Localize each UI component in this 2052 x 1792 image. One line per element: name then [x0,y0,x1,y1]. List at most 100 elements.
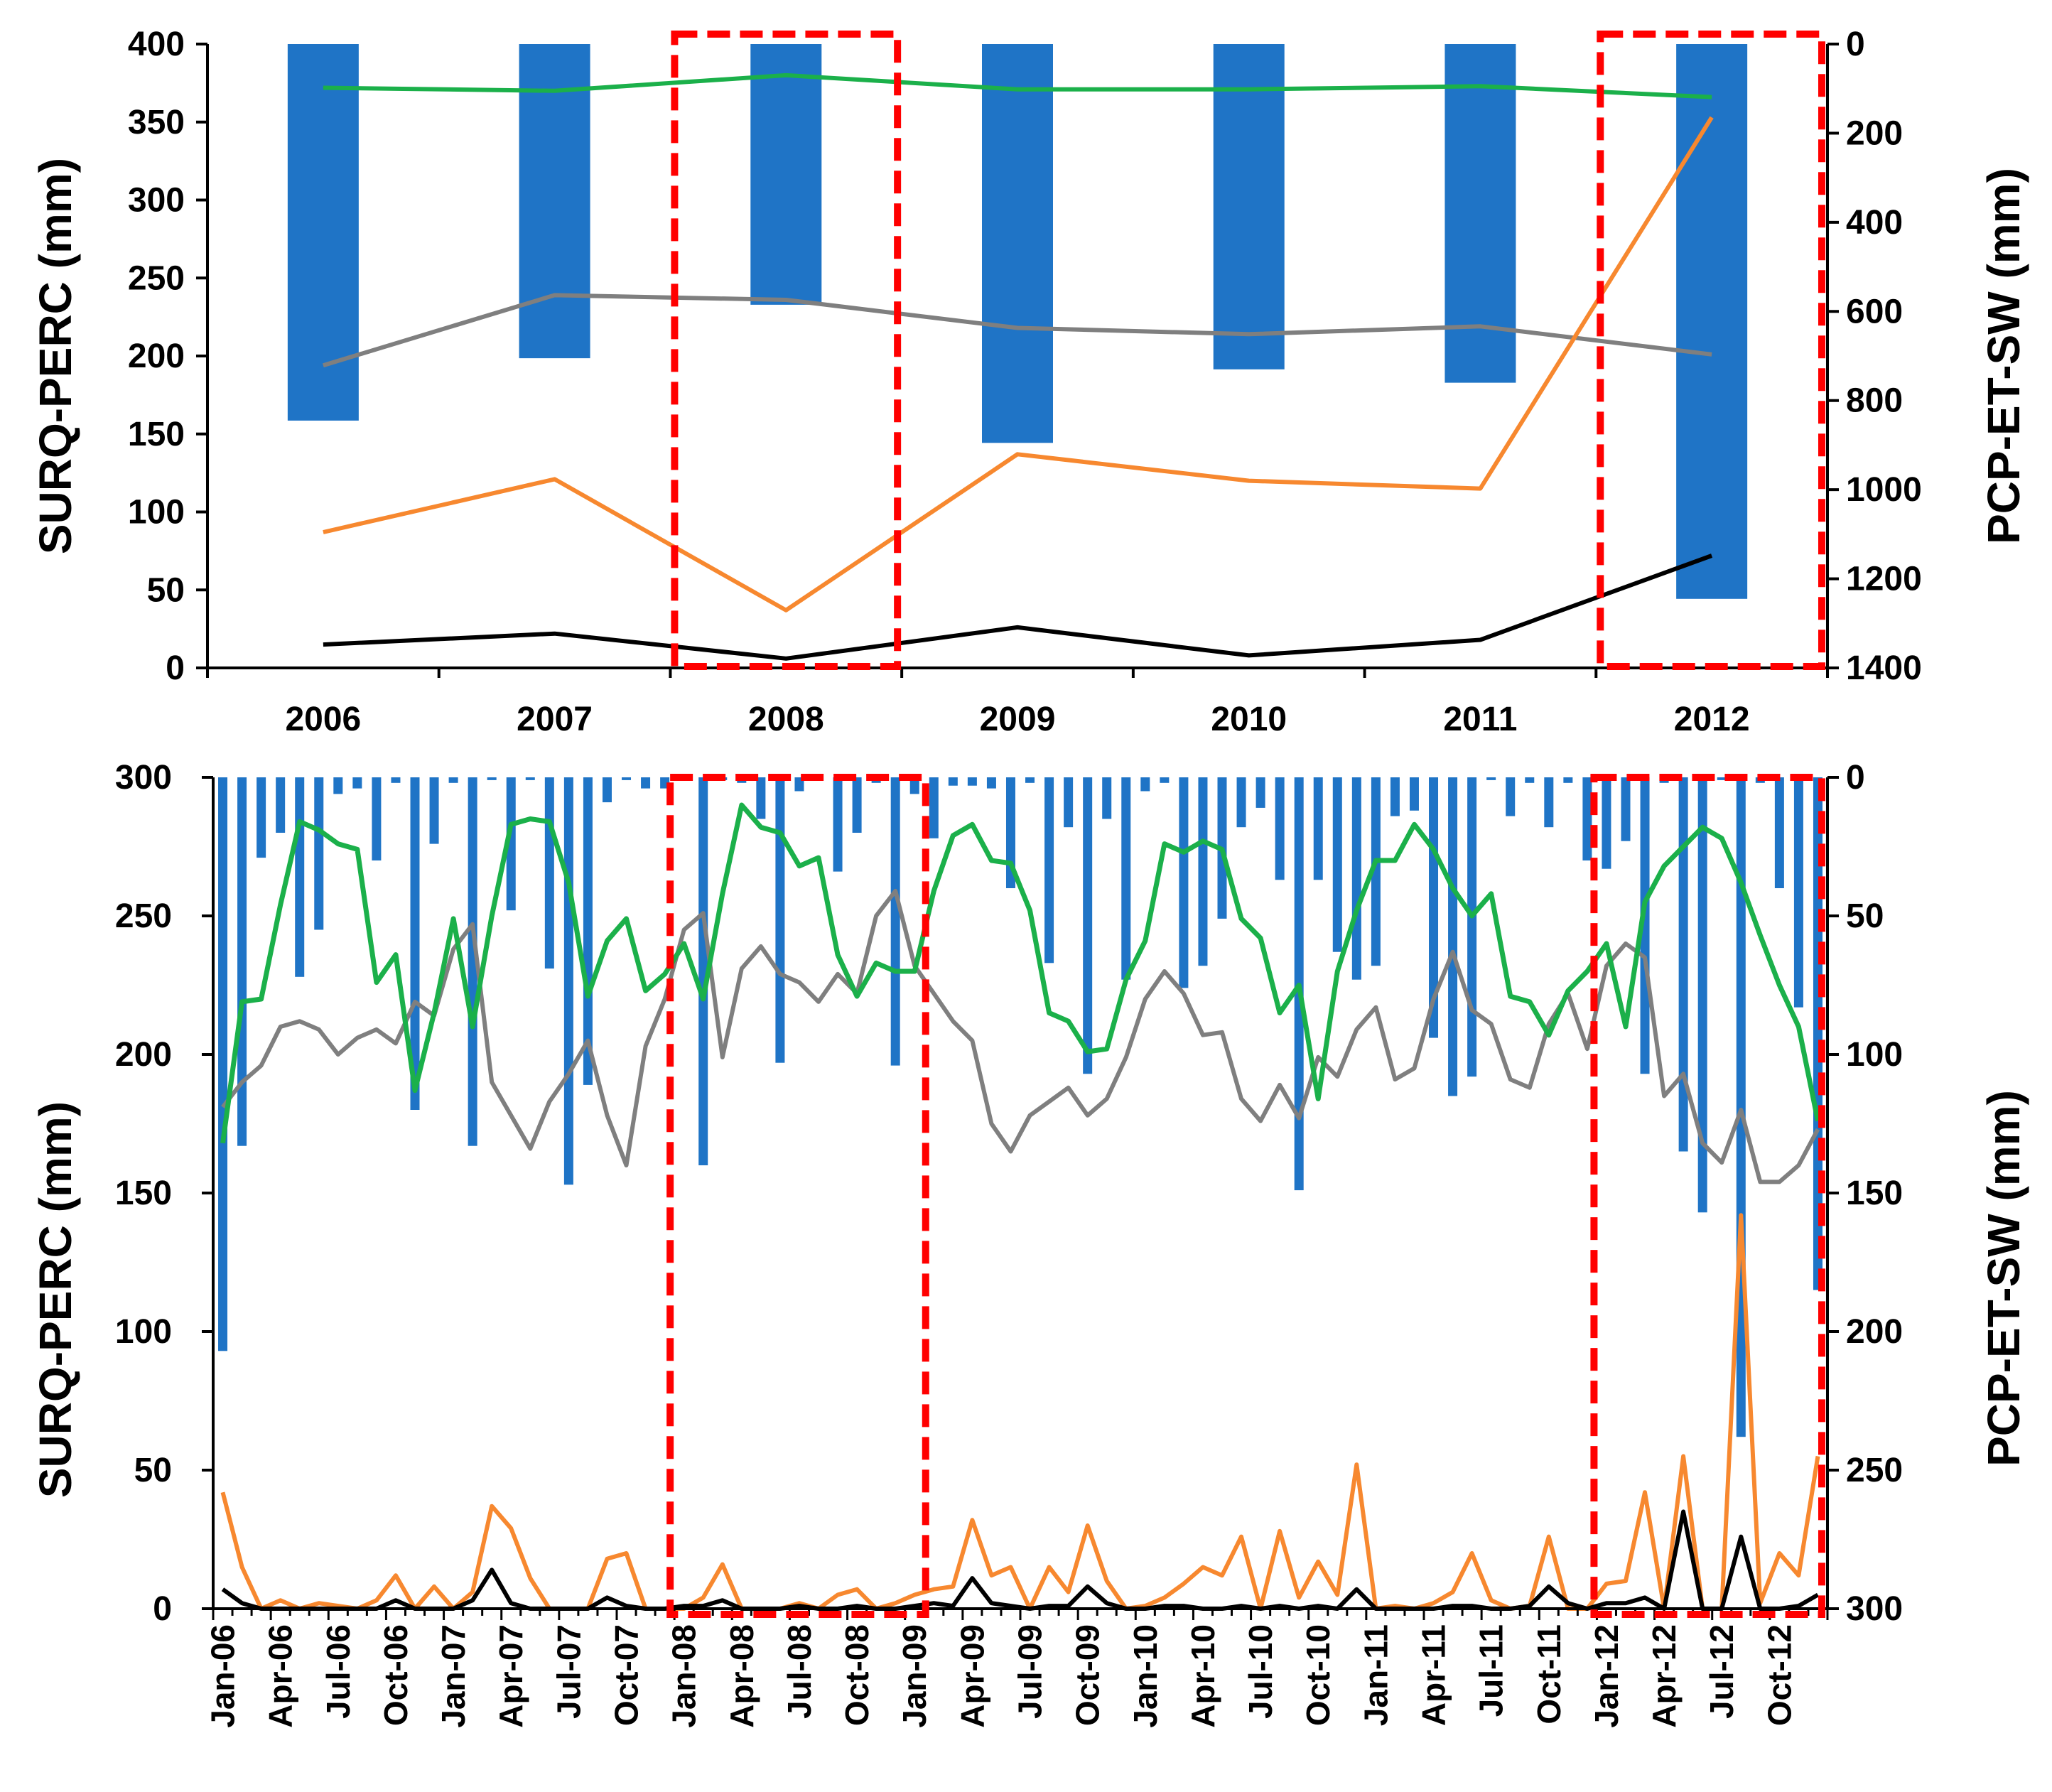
monthly-bar [218,777,228,1351]
monthly-bar [1179,777,1189,988]
monthly-bar [391,777,401,783]
x-tick-label: Apr-11 [1415,1624,1452,1726]
series-line-black [323,554,1713,661]
monthly-bar [237,777,247,1146]
left-tick-label: 350 [128,104,185,141]
monthly-bar [1140,777,1150,792]
right-tick-label: 400 [1846,204,1903,242]
x-tick-label-2011: 2011 [1443,701,1517,738]
monthly-bar [1160,777,1170,783]
x-tick-label: Oct-09 [1069,1624,1106,1726]
series-line-black [221,1509,1819,1611]
x-tick-label: Jul-12 [1703,1624,1740,1719]
x-tick-label: Jan-12 [1588,1624,1625,1728]
monthly-bar [602,777,612,803]
x-tick-label: Oct-08 [838,1624,875,1726]
monthly-bar [1083,777,1093,1074]
monthly-bar [1678,777,1688,1152]
annual-bar-2007 [519,44,590,359]
monthly-bar [1602,777,1611,869]
monthly-bar [833,777,843,872]
x-tick-label: Oct-10 [1300,1624,1336,1726]
x-tick-label: Jul-06 [320,1624,357,1719]
monthly-bar [1256,777,1265,808]
x-tick-label: Jul-11 [1473,1624,1510,1717]
monthly-bar [1621,777,1631,841]
monthly-bar [544,777,554,969]
right-tick-label: 150 [1846,1175,1903,1212]
monthly-bar [1332,777,1342,952]
right-tick-label: 200 [1846,1313,1903,1351]
monthly-bar [1390,777,1400,816]
monthly-bar [1640,777,1650,1074]
monthly-bar [468,777,477,1146]
monthly-bar [583,777,593,1085]
x-tick-label: Jul-10 [1242,1624,1279,1719]
x-tick-label: Apr-07 [492,1624,529,1728]
monthly-bar [852,777,862,833]
x-tick-label: Jan-06 [205,1624,242,1728]
monthly-bar [948,777,958,786]
x-tick-label: Oct-12 [1761,1624,1798,1726]
y-axis-title: SURQ-PERC (mm) [30,158,81,554]
annual-bar-2011 [1444,44,1516,383]
monthly-bar [1793,777,1803,1008]
right-tick-label: 600 [1846,293,1903,330]
left-tick-label: 50 [147,571,185,609]
x-tick-label: Jul-08 [781,1624,818,1719]
monthly-bar [276,777,286,833]
monthly-bar [256,777,266,858]
monthly-bar [525,777,535,780]
left-tick-label: 150 [115,1175,172,1212]
x-tick-label: Oct-11 [1530,1624,1567,1724]
monthly-bar [429,777,439,844]
monthly-bar [372,777,382,860]
left-tick-label: 300 [128,182,185,220]
monthly-bar [1064,777,1074,828]
x-tick-label-2012: 2012 [1674,701,1750,738]
monthly-bar [1697,777,1707,1213]
left-tick-label: 200 [115,1036,172,1074]
monthly-bar [1409,777,1419,811]
monthly-bar [1198,777,1208,966]
monthly-bar [890,777,900,1066]
monthly-bar [1351,777,1361,980]
x-tick-label: Apr-06 [262,1624,299,1728]
monthly-bar [698,777,708,1165]
monthly-bar [986,777,996,789]
left-tick-label: 0 [166,649,185,687]
left-tick-label: 400 [128,26,185,63]
monthly-bar [314,777,324,930]
monthly-bar [756,777,766,819]
monthly-bar [295,777,305,977]
monthly-bar [929,777,939,838]
monthly-bar [563,777,573,1185]
right-tick-label: 200 [1846,114,1903,152]
left-tick-label: 0 [153,1590,172,1628]
monthly-bar [1717,777,1727,780]
x-tick-label: Jul-09 [1012,1624,1049,1719]
x-tick-label: Jan-11 [1357,1624,1394,1726]
annual-bar-2010 [1213,44,1285,369]
series-line-green [220,802,1820,1144]
monthly-bar [506,777,516,911]
left-tick-label: 150 [128,416,185,453]
left-tick-label: 300 [115,759,172,797]
right-tick-label: 0 [1846,759,1865,797]
annual-bar-2009 [982,44,1053,443]
x-tick-label: Apr-09 [954,1624,990,1728]
monthly-bar [487,777,497,780]
monthly-bar [1102,777,1112,819]
x-tick-label: Jan-10 [1127,1624,1164,1728]
x-tick-label: Jan-07 [435,1624,472,1728]
left-tick-label: 250 [115,897,172,935]
annual-bar-2012 [1676,44,1748,599]
monthly-bar [1486,777,1496,780]
right-tick-label: 1400 [1846,649,1922,687]
x-tick-label: Apr-08 [723,1624,760,1728]
monthly-bar [1044,777,1054,964]
monthly-bar [967,777,977,786]
y-axis-title: SURQ-PERC (mm) [30,1101,81,1498]
monthly-bar [410,777,420,1110]
series-line-green [323,72,1712,99]
